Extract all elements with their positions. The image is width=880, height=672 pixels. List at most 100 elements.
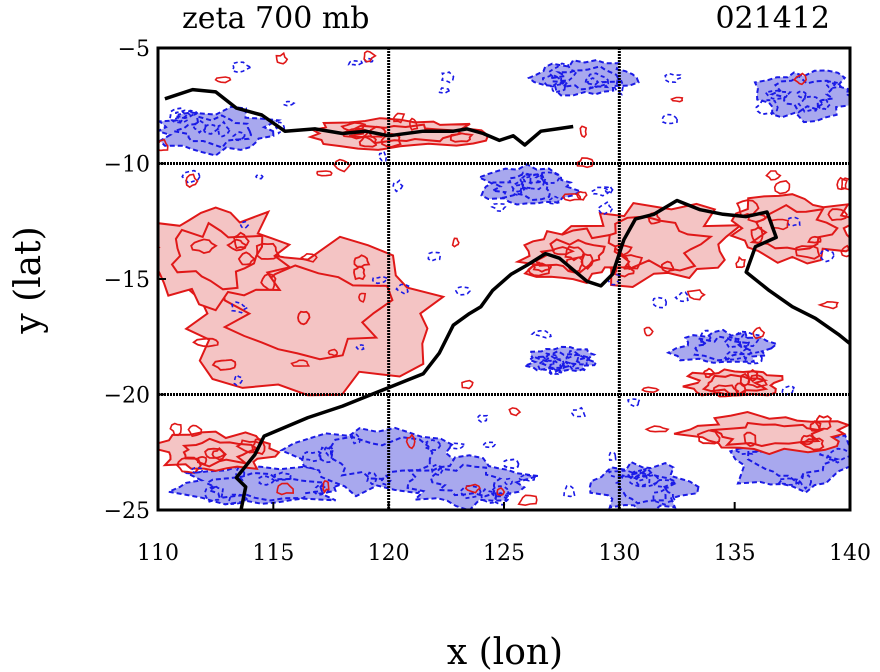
negative-contour-cell	[776, 477, 799, 486]
positive-eddy	[643, 326, 654, 337]
negative-contour-cell	[755, 99, 779, 116]
axis-ticks: 110 115 120 125 130 135 140 −5 −10 −15 −20 −25	[104, 37, 871, 566]
negative-contour-cell	[763, 89, 793, 100]
positive-contour-cell	[800, 434, 814, 446]
negative-contour-cell	[536, 354, 565, 375]
negative-contour-cell	[272, 471, 293, 482]
positive-eddy	[765, 170, 782, 181]
negative-contour-cell	[824, 447, 850, 464]
negative-contour-cell	[549, 359, 563, 375]
positive-contour-fill	[682, 368, 784, 397]
positive-eddy	[275, 51, 289, 65]
y-tick-label: −20	[104, 384, 150, 409]
negative-contour-cell	[458, 484, 482, 500]
negative-contour-cell	[519, 171, 532, 190]
negative-contour-fill	[526, 59, 640, 97]
negative-eddy	[377, 149, 388, 162]
positive-eddy	[792, 72, 808, 86]
y-tick-label: −15	[104, 268, 150, 293]
positive-eddy	[464, 483, 481, 494]
negative-contour-cell	[168, 107, 189, 123]
positive-eddy	[158, 138, 169, 152]
positive-contour-inner	[709, 421, 825, 448]
positive-eddy	[276, 482, 295, 496]
negative-contour-cell	[203, 484, 224, 503]
positive-eddy	[508, 407, 522, 417]
positive-contour-cell	[531, 262, 552, 273]
negative-eddy	[563, 485, 576, 498]
negative-contour-cell	[520, 173, 546, 191]
positive-eddy	[405, 433, 416, 450]
positive-contour-cell	[580, 252, 594, 271]
negative-contour-cell	[503, 458, 520, 470]
coastline-islands	[164, 87, 574, 147]
positive-contour-cell	[260, 272, 277, 291]
positive-contour-cell	[815, 414, 832, 431]
negative-eddy	[233, 373, 243, 387]
negative-contour-inner	[489, 172, 552, 202]
x-tick-label: 125	[483, 541, 525, 566]
negative-contour-cell	[584, 72, 610, 88]
x-tick-label: 110	[137, 541, 179, 566]
negative-contour-cell	[799, 474, 813, 490]
positive-contour-cell	[353, 265, 366, 281]
negative-eddy	[351, 433, 362, 445]
positive-eddy	[358, 292, 367, 303]
negative-contour-cell	[652, 488, 677, 506]
negative-eddy	[490, 202, 507, 213]
negative-eddy	[786, 216, 801, 227]
positive-eddy	[461, 379, 474, 390]
positive-eddy	[773, 180, 791, 195]
negative-eddy	[482, 441, 497, 449]
negative-eddy	[181, 169, 201, 185]
positive-eddy	[169, 422, 182, 437]
negative-contour-cell	[318, 446, 334, 464]
negative-eddy	[371, 275, 388, 285]
negative-contour-cell	[795, 90, 807, 100]
negative-contour-cell	[323, 445, 334, 457]
positive-contour-cell	[712, 384, 740, 398]
negative-contour-cell	[818, 97, 832, 111]
positive-eddy	[670, 96, 684, 103]
negative-eddy	[590, 186, 612, 197]
positive-eddy	[409, 117, 419, 132]
negative-eddy	[355, 344, 366, 351]
negative-eddy	[255, 174, 264, 180]
negative-eddy	[517, 473, 536, 482]
negative-contour-cell	[565, 350, 580, 368]
negative-contour-inner	[429, 463, 503, 498]
positive-eddy	[836, 176, 848, 191]
negative-contour-cell	[627, 468, 648, 482]
positive-eddy	[322, 480, 330, 494]
positive-contour-cell	[192, 337, 219, 348]
positive-contour-cell	[190, 238, 218, 255]
positive-contour-cell	[449, 132, 474, 143]
positive-contour-cell	[255, 242, 281, 260]
positive-contour-cell	[660, 260, 675, 273]
negative-eddy	[530, 329, 552, 339]
negative-contour-cell	[232, 131, 246, 142]
x-tick-label: 140	[829, 541, 871, 566]
negative-eddy	[440, 71, 455, 84]
negative-contour-cell	[551, 81, 568, 94]
positive-eddy	[300, 252, 318, 263]
positive-eddy	[316, 170, 333, 177]
x-tick-label: 130	[598, 541, 640, 566]
negative-eddy	[664, 72, 682, 84]
chart-timestamp: 021412	[715, 1, 830, 36]
negative-eddy	[274, 121, 286, 135]
negative-contour-cell	[737, 332, 751, 352]
positive-contour-cell	[226, 238, 248, 252]
negative-contour-cell	[824, 80, 843, 89]
negative-contour-cell	[480, 488, 498, 504]
y-tick-label: −10	[104, 153, 150, 178]
negative-eddy	[627, 398, 641, 408]
positive-contour-cell	[696, 429, 721, 445]
x-tick-label: 135	[714, 541, 756, 566]
positive-eddy	[214, 76, 232, 84]
y-axis-label: y (lat)	[8, 226, 49, 334]
negative-eddy	[503, 477, 513, 486]
negative-contour-cell	[628, 471, 652, 488]
negative-eddy	[190, 466, 204, 474]
